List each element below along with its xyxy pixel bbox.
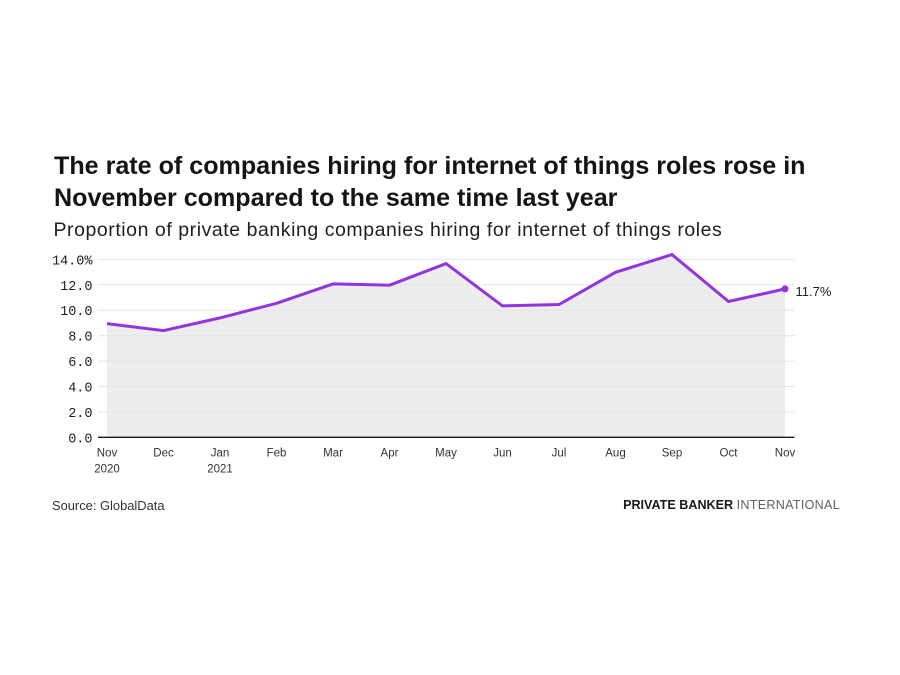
svg-text:12.0: 12.0 bbox=[60, 280, 92, 295]
svg-text:11.7%: 11.7% bbox=[796, 284, 832, 299]
svg-text:4.0: 4.0 bbox=[68, 382, 92, 397]
svg-text:Dec: Dec bbox=[153, 447, 174, 459]
svg-text:Jun: Jun bbox=[493, 447, 512, 459]
svg-text:Jan: Jan bbox=[211, 447, 230, 459]
svg-text:May: May bbox=[435, 447, 457, 459]
svg-text:2.0: 2.0 bbox=[68, 407, 92, 422]
svg-text:6.0: 6.0 bbox=[68, 356, 92, 371]
svg-text:Jul: Jul bbox=[552, 447, 567, 459]
svg-text:Aug: Aug bbox=[605, 447, 625, 459]
svg-text:Sep: Sep bbox=[662, 447, 682, 459]
svg-text:Feb: Feb bbox=[267, 447, 287, 459]
svg-text:2021: 2021 bbox=[207, 463, 233, 475]
svg-text:8.0: 8.0 bbox=[68, 331, 92, 346]
svg-text:Mar: Mar bbox=[323, 447, 343, 459]
svg-text:Nov: Nov bbox=[97, 447, 118, 459]
svg-text:Oct: Oct bbox=[720, 447, 739, 459]
svg-text:2020: 2020 bbox=[94, 463, 120, 475]
svg-text:10.0: 10.0 bbox=[60, 305, 92, 320]
svg-text:0.0: 0.0 bbox=[68, 432, 92, 447]
svg-text:14.0%: 14.0% bbox=[52, 254, 93, 269]
svg-text:Apr: Apr bbox=[381, 447, 399, 459]
svg-text:Nov: Nov bbox=[775, 447, 796, 459]
